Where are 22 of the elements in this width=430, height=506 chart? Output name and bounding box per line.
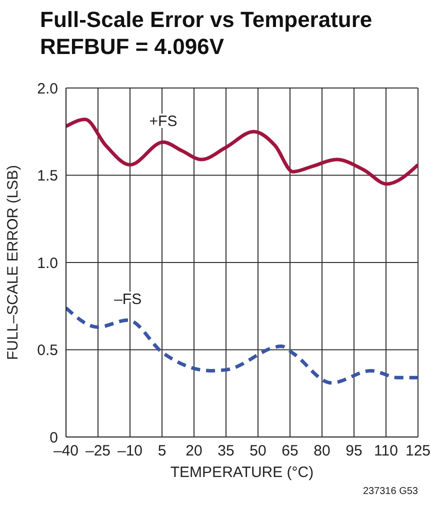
y-tick-label: 2.0: [37, 80, 58, 98]
y-tick-label: 1.0: [37, 254, 58, 272]
x-tick-label: 80: [314, 442, 330, 460]
line-series: [66, 306, 418, 385]
x-tick-label: –10: [117, 442, 143, 460]
x-tick-label: 20: [186, 442, 202, 460]
x-tick-label: 5: [158, 442, 166, 460]
x-tick-label: –25: [85, 442, 111, 460]
y-tick-label: 0.5: [37, 342, 58, 360]
x-tick-label: 35: [218, 442, 234, 460]
y-tick-label: 1.5: [37, 168, 58, 185]
x-tick-label: 125: [405, 442, 430, 460]
x-axis-title: TEMPERATURE (°C): [170, 464, 314, 481]
x-tick-label: 65: [282, 442, 298, 460]
line-series: [66, 118, 418, 186]
chart-title: Full-Scale Error vs Temperature: [40, 6, 372, 33]
x-tick-label: 50: [250, 442, 266, 460]
x-tick-label: 95: [346, 442, 362, 460]
chart-subtitle: REFBUF = 4.096V: [40, 33, 226, 60]
x-tick-label: 110: [374, 442, 398, 460]
text: 237316 G53: [362, 486, 418, 497]
y-axis-title: FULL–SCALE ERROR (LSB): [4, 164, 22, 360]
